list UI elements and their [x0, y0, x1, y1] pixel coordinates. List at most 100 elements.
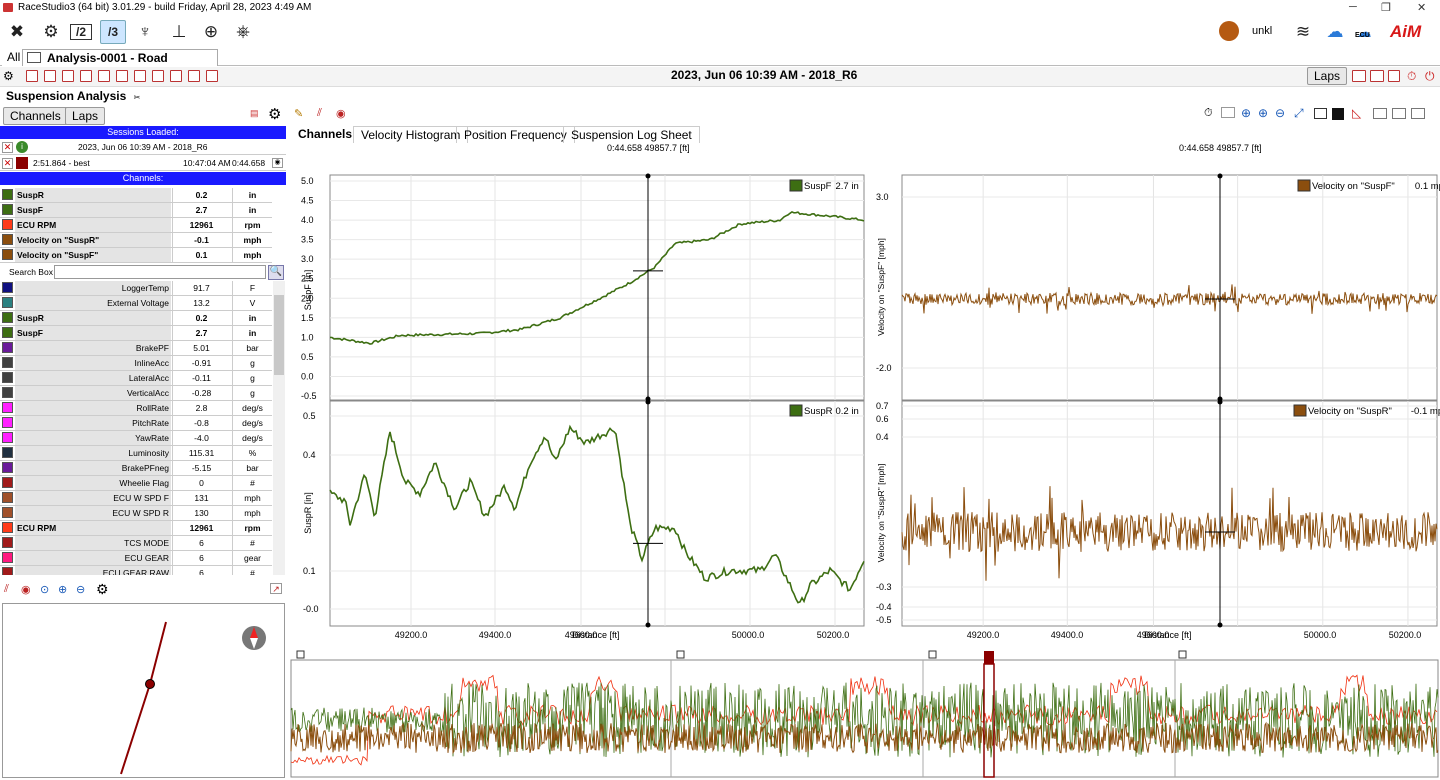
channel-row[interactable]: ECU RPM 12961 rpm: [0, 218, 272, 233]
channel-color-swatch[interactable]: [2, 507, 13, 518]
channel-row[interactable]: PitchRate -0.8 deg/s: [0, 416, 272, 431]
channel-row[interactable]: Velocity on "SuspF" 0.1 mph: [0, 248, 272, 263]
device-2-icon[interactable]: /2: [70, 24, 92, 40]
cursor-line-handle[interactable]: [1217, 173, 1223, 179]
scrollbar-thumb[interactable]: [274, 295, 284, 375]
view-tab-2[interactable]: Position Frequency: [456, 126, 575, 143]
lap-checkbox[interactable]: [1178, 650, 1187, 659]
legend-suspf[interactable]: SuspF 2.7 in: [789, 179, 859, 192]
search-icon[interactable]: 🔍: [268, 265, 284, 280]
view-icon-2[interactable]: [44, 70, 56, 82]
channel-color-swatch[interactable]: [2, 372, 13, 383]
channel-color-swatch[interactable]: [2, 234, 13, 245]
channel-row[interactable]: BrakePFneg -5.15 bar: [0, 461, 272, 476]
map-settings-icon[interactable]: ⚙: [96, 581, 109, 597]
channel-row[interactable]: SuspF 2.7 in: [0, 203, 272, 218]
layout-2-icon[interactable]: [1392, 108, 1406, 119]
channel-row[interactable]: BrakePF 5.01 bar: [0, 341, 272, 356]
ecu-cloud-icon[interactable]: ☁: [1356, 24, 1372, 41]
channel-color-swatch[interactable]: [2, 537, 13, 548]
zoom-in-icon[interactable]: ⊕: [58, 584, 68, 596]
close-icon[interactable]: ✕: [1417, 2, 1427, 14]
view-tab-0[interactable]: Channels: [298, 127, 353, 141]
record-icon[interactable]: ◉: [336, 108, 346, 120]
zoom-reset-icon[interactable]: ⤢: [1294, 106, 1304, 120]
channel-row[interactable]: ECU W SPD F 131 mph: [0, 491, 272, 506]
device-3-icon[interactable]: /3: [100, 20, 126, 44]
channel-row[interactable]: TCS MODE 6 #: [0, 536, 272, 551]
triangle-icon[interactable]: ◺: [1352, 106, 1362, 120]
channel-color-swatch[interactable]: [2, 552, 13, 563]
cloud-icon[interactable]: ☁: [1326, 22, 1344, 41]
lap-checkbox[interactable]: [928, 650, 937, 659]
gear-icon[interactable]: ⚙: [268, 106, 282, 123]
channel-color-swatch[interactable]: [2, 219, 13, 230]
lap-row[interactable]: ✕ 2:51.864 - best 10:47:04 AM 0:44.658 ◉: [0, 156, 286, 171]
thermometer-icon[interactable]: ⊥: [171, 22, 187, 41]
tab-analysis[interactable]: Analysis-0001 - Road America ✂: [22, 49, 218, 81]
map-record-icon[interactable]: ◉: [21, 584, 31, 596]
view-icon-4[interactable]: [80, 70, 92, 82]
view-icon-7[interactable]: [134, 70, 146, 82]
channel-color-swatch[interactable]: [2, 282, 13, 293]
velr-plot[interactable]: [901, 400, 1438, 627]
stopwatch-icon[interactable]: ⏱: [1204, 107, 1213, 119]
channels-scrollbar[interactable]: [273, 281, 285, 575]
cursor-line-handle[interactable]: [1217, 399, 1223, 405]
zoom-out-icon[interactable]: ⊖: [76, 584, 86, 596]
channel-color-swatch[interactable]: [2, 204, 13, 215]
channel-row[interactable]: RollRate 2.8 deg/s: [0, 401, 272, 416]
channel-row[interactable]: External Voltage 13.2 V: [0, 296, 272, 311]
channel-color-swatch[interactable]: [2, 189, 13, 200]
channel-color-swatch[interactable]: [2, 249, 13, 260]
channel-row[interactable]: Velocity on "SuspR" -0.1 mph: [0, 233, 272, 248]
overview-window-handle[interactable]: [984, 651, 994, 664]
channel-color-swatch[interactable]: [2, 567, 13, 575]
restore-icon[interactable]: ❐: [1381, 2, 1391, 14]
channel-color-swatch[interactable]: [2, 492, 13, 503]
view-tab-3[interactable]: Suspension Log Sheet: [563, 126, 700, 143]
settings-icon[interactable]: ⚙: [43, 22, 59, 41]
channel-row[interactable]: InlineAcc -0.91 g: [0, 356, 272, 371]
cursor-line-handle[interactable]: [645, 399, 651, 405]
track-map[interactable]: [2, 603, 285, 778]
laps-tab-button[interactable]: Laps: [65, 107, 106, 125]
map-export-icon[interactable]: ↗: [270, 583, 282, 594]
velf-plot[interactable]: [901, 174, 1438, 401]
channel-color-swatch[interactable]: [2, 402, 13, 413]
export-icon[interactable]: [1388, 70, 1400, 82]
channel-row[interactable]: Luminosity 115.31%: [0, 446, 272, 461]
channel-row[interactable]: ECU GEAR 6 gear: [0, 551, 272, 566]
search-input[interactable]: [54, 265, 266, 279]
suspf-plot[interactable]: [329, 174, 865, 401]
zoom-out-chart-icon[interactable]: ⊖: [1275, 106, 1286, 120]
gauge-icon[interactable]: ⎈: [236, 22, 250, 41]
channel-row[interactable]: LoggerTemp 91.7 F: [0, 281, 272, 296]
channel-row[interactable]: LateralAcc -0.11 g: [0, 371, 272, 386]
channel-row[interactable]: ECU GEAR RAW 6 #: [0, 566, 272, 575]
track-icon[interactable]: ♆: [138, 22, 152, 41]
view-icon-1[interactable]: [26, 70, 38, 82]
channel-row[interactable]: ECU W SPD R 130 mph: [0, 506, 272, 521]
track-add-icon[interactable]: ⊕: [203, 22, 219, 41]
channel-row[interactable]: YawRate -4.0 deg/s: [0, 431, 272, 446]
charts-svg[interactable]: 5.0 4.5 4.0 3.5 3.0 2.5 2.0 1.5 1.0 0.5 0.0 -0.5 Sus…: [289, 105, 1440, 780]
info-icon[interactable]: i: [16, 141, 28, 153]
suspr-plot[interactable]: [329, 400, 865, 627]
remove-session-icon[interactable]: ✕: [2, 142, 13, 153]
grid-icon[interactable]: [1370, 70, 1384, 82]
channel-color-swatch[interactable]: [2, 477, 13, 488]
view-icon-6[interactable]: [116, 70, 128, 82]
layout-3-icon[interactable]: [1411, 108, 1425, 119]
channel-color-swatch[interactable]: [2, 432, 13, 443]
layout-icon[interactable]: [1314, 108, 1327, 119]
channel-color-swatch[interactable]: [2, 327, 13, 338]
eye-icon[interactable]: ◉: [272, 158, 283, 168]
channel-color-swatch[interactable]: [2, 297, 13, 308]
power-icon[interactable]: ⏻: [1425, 69, 1435, 83]
legend-suspr[interactable]: SuspR 0.2 in: [789, 404, 859, 417]
channel-color-swatch[interactable]: [2, 417, 13, 428]
channel-row[interactable]: SuspF 2.7 in: [0, 326, 272, 341]
config-icon[interactable]: ⚙: [3, 69, 14, 83]
dark-mode-icon[interactable]: [1332, 108, 1344, 120]
